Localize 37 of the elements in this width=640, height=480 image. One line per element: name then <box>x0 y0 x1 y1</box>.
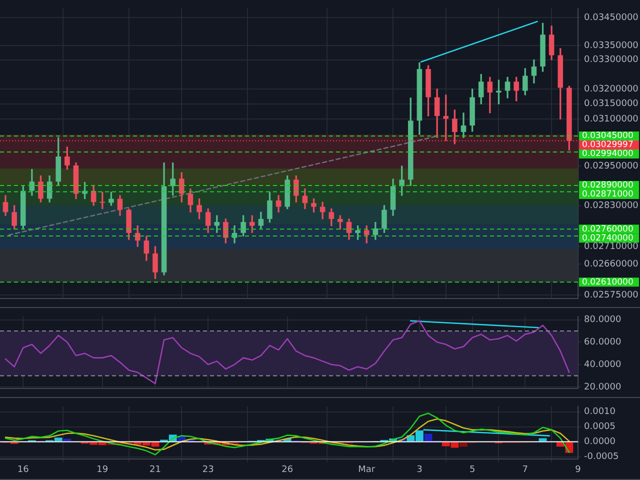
ref-line-label: 0.02994000 <box>582 149 634 160</box>
x-tick-label: 23 <box>202 464 214 475</box>
x-tick-label: 7 <box>522 464 528 475</box>
y-tick-label: -0.0005 <box>584 452 619 462</box>
y-tick-label: 0.03450000 <box>584 13 639 24</box>
y-tick-label: 80.0000 <box>584 315 622 326</box>
y-tick-label: 0.02660000 <box>584 259 639 270</box>
ref-line-label: 0.02740000 <box>582 233 634 244</box>
y-tick-label: 0.02950000 <box>584 161 639 172</box>
ref-line-label: 0.02760000 <box>582 224 634 234</box>
y-tick-label: 0.03200000 <box>584 84 639 94</box>
x-tick-label: 19 <box>96 464 108 475</box>
ref-line-label: 0.03045000 <box>582 131 634 142</box>
y-tick-label: 0.0005 <box>584 422 616 432</box>
x-tick-label: Mar <box>358 464 376 475</box>
y-tick-label: 0.03350000 <box>584 40 639 51</box>
x-tick-label: 9 <box>575 464 582 475</box>
ref-line-label: 0.02610000 <box>582 277 634 288</box>
y-tick-label: 0.02710000 <box>584 242 639 252</box>
x-tick-label: 21 <box>150 464 161 475</box>
x-tick-label: 26 <box>282 464 294 475</box>
y-tick-label: 0.02830000 <box>584 200 639 211</box>
x-tick-label: 3 <box>416 464 422 475</box>
y-tick-label: 0.03100000 <box>584 114 639 124</box>
y-tick-label: 0.0010 <box>584 407 616 418</box>
y-tick-label: 0.03300000 <box>584 55 639 66</box>
x-tick-label: 5 <box>469 464 476 475</box>
y-tick-label: 60.0000 <box>584 337 622 348</box>
ref-line-label: 0.02890000 <box>582 180 634 191</box>
y-tick-label: 0.03150000 <box>584 99 639 110</box>
ref-line-label: 0.02871000 <box>582 190 634 200</box>
ref-line-label: 0.03029997 <box>582 140 634 150</box>
y-tick-label: 0.0000 <box>584 437 616 448</box>
y-tick-label: 0.02575000 <box>584 290 639 300</box>
x-tick-label: 16 <box>17 464 30 475</box>
y-tick-label: 40.0000 <box>584 360 622 370</box>
y-tick-label: 20.0000 <box>584 382 622 392</box>
